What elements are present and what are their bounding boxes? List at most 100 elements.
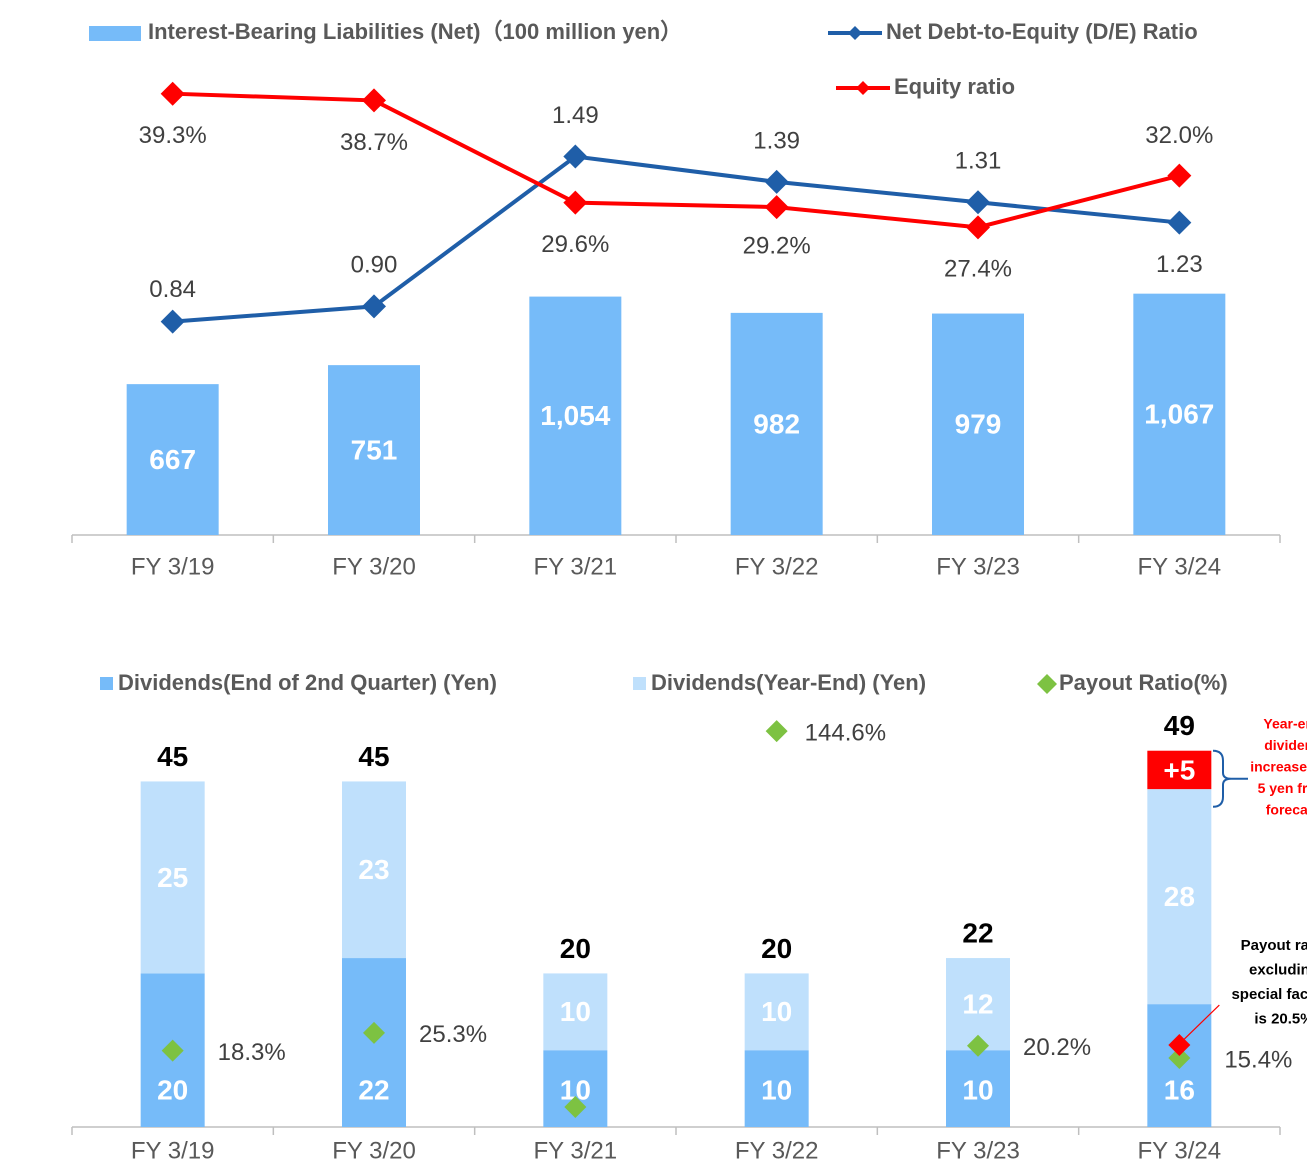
annotation: Year-end xyxy=(1263,716,1307,732)
bar-label: 982 xyxy=(753,408,800,439)
total-label: 20 xyxy=(560,933,591,964)
increase-segment xyxy=(1147,750,1212,790)
legend-swatch xyxy=(100,677,113,690)
data-label: 0.90 xyxy=(351,252,398,279)
line-marker xyxy=(764,195,789,220)
segment-label: +5 xyxy=(1163,754,1195,785)
legend-swatch xyxy=(1037,674,1057,694)
bar-label: 1,054 xyxy=(540,400,610,431)
legend-swatch xyxy=(856,81,870,95)
bar-label: 1,067 xyxy=(1144,399,1214,430)
data-label: 20.2% xyxy=(1023,1034,1091,1061)
bar-label: 751 xyxy=(351,434,398,465)
line-marker xyxy=(563,190,588,215)
line-marker xyxy=(966,190,990,215)
x-tick-label: FY 3/23 xyxy=(936,1137,1020,1164)
data-label: 18.3% xyxy=(218,1039,286,1066)
line-marker xyxy=(160,309,185,334)
bar xyxy=(730,312,823,535)
x-tick-label: FY 3/19 xyxy=(131,553,215,580)
legend-label: Payout Ratio(%) xyxy=(1059,670,1228,695)
line-marker xyxy=(764,169,789,194)
data-label: 25.3% xyxy=(419,1021,487,1048)
total-label: 45 xyxy=(358,741,389,772)
line-marker xyxy=(362,294,386,319)
bar-segment xyxy=(1147,789,1212,1005)
line-marker xyxy=(966,215,990,240)
legend-swatch xyxy=(848,26,862,40)
line xyxy=(172,154,1180,324)
annotation: dividend xyxy=(1264,737,1307,753)
annotation: 5 yen from xyxy=(1258,780,1307,796)
legend-label: Interest-Bearing Liabilities (Net)（100 m… xyxy=(148,19,682,44)
segment-label: 10 xyxy=(962,1074,993,1105)
payout-marker xyxy=(967,1034,989,1057)
bar xyxy=(529,296,622,535)
segment-label: 22 xyxy=(358,1074,389,1105)
data-label: 27.4% xyxy=(944,256,1012,283)
bar-segment xyxy=(543,973,608,1051)
legend-label: Equity ratio xyxy=(894,74,1015,99)
bar xyxy=(328,365,420,535)
segment-label: 10 xyxy=(761,1074,792,1105)
data-label: 144.6% xyxy=(805,719,886,746)
line-marker xyxy=(563,144,588,169)
legend-label: Net Debt-to-Equity (D/E) Ratio xyxy=(886,19,1198,44)
segment-label: 25 xyxy=(157,862,188,893)
annotation: increased by xyxy=(1250,759,1307,775)
bar-segment xyxy=(946,1050,1010,1127)
x-tick-label: FY 3/22 xyxy=(735,553,819,580)
segment-label: 16 xyxy=(1164,1074,1195,1105)
x-tick-label: FY 3/21 xyxy=(534,1137,618,1164)
bar-segment xyxy=(342,781,406,959)
bar-segment xyxy=(140,781,205,974)
segment-label: 20 xyxy=(157,1074,188,1105)
payout-marker xyxy=(1168,1046,1191,1069)
x-tick-label: FY 3/24 xyxy=(1138,553,1222,580)
line-marker xyxy=(1167,163,1192,188)
x-tick-label: FY 3/22 xyxy=(735,1137,819,1164)
legend-label: Dividends(End of 2nd Quarter) (Yen) xyxy=(118,670,497,695)
data-label: 1.31 xyxy=(955,148,1002,175)
payout-marker xyxy=(161,1039,184,1062)
bar xyxy=(1133,293,1226,535)
line-marker xyxy=(1167,210,1192,235)
bar xyxy=(126,384,219,535)
data-label: 32.0% xyxy=(1145,122,1213,149)
annotation: Payout ratio xyxy=(1241,937,1307,954)
x-tick-label: FY 3/19 xyxy=(131,1137,215,1164)
x-tick-label: FY 3/23 xyxy=(936,553,1020,580)
payout-marker xyxy=(363,1021,385,1044)
data-label: 1.49 xyxy=(552,102,599,129)
data-label: 29.2% xyxy=(743,232,811,259)
total-label: 20 xyxy=(761,933,792,964)
annotation: excluding xyxy=(1249,961,1307,978)
data-label: 0.84 xyxy=(149,276,196,303)
segment-label: 28 xyxy=(1164,881,1195,912)
data-label: 39.3% xyxy=(139,122,207,149)
annotation: is 20.5% xyxy=(1254,1010,1307,1027)
line-marker xyxy=(160,81,185,106)
line-marker xyxy=(362,88,386,113)
annotation: special factors xyxy=(1231,986,1307,1003)
x-tick-label: FY 3/24 xyxy=(1138,1137,1222,1164)
line xyxy=(172,91,1180,230)
segment-label: 12 xyxy=(962,989,993,1020)
segment-label: 10 xyxy=(761,996,792,1027)
annotation: forecast xyxy=(1266,802,1307,818)
bar-segment xyxy=(744,973,809,1051)
x-tick-label: FY 3/20 xyxy=(332,1137,416,1164)
data-label: 1.39 xyxy=(753,127,800,154)
total-label: 49 xyxy=(1164,710,1195,741)
total-label: 22 xyxy=(962,917,993,948)
data-label: 15.4% xyxy=(1224,1046,1292,1073)
payout-marker xyxy=(564,1096,587,1119)
legend-swatch xyxy=(89,26,141,41)
payout-marker xyxy=(765,720,788,743)
legend-label: Dividends(Year-End) (Yen) xyxy=(651,670,926,695)
x-tick-label: FY 3/21 xyxy=(534,553,618,580)
segment-label: 10 xyxy=(560,996,591,1027)
